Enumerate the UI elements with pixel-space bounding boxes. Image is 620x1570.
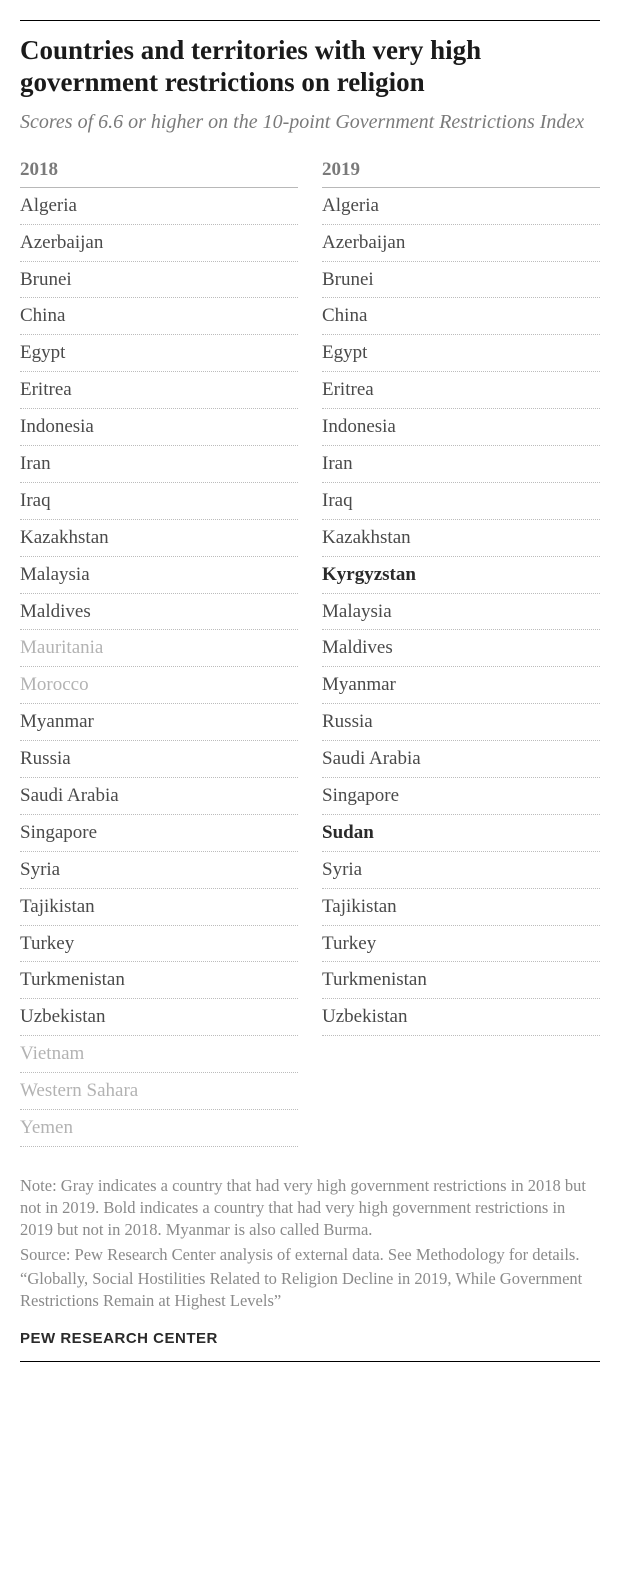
list-item: Morocco — [20, 667, 298, 704]
list-item: Myanmar — [20, 704, 298, 741]
list-item: Eritrea — [322, 372, 600, 409]
list-item: Tajikistan — [322, 889, 600, 926]
note-line: “Globally, Social Hostilities Related to… — [20, 1268, 600, 1313]
list-item: Mauritania — [20, 630, 298, 667]
list-item: Iraq — [322, 483, 600, 520]
list-item: Western Sahara — [20, 1073, 298, 1110]
list-item: Syria — [20, 852, 298, 889]
column-2018: 2018 AlgeriaAzerbaijanBruneiChinaEgyptEr… — [20, 159, 298, 1147]
list-item: Eritrea — [20, 372, 298, 409]
list-item: Egypt — [20, 335, 298, 372]
list-item: Vietnam — [20, 1036, 298, 1073]
note-line: Source: Pew Research Center analysis of … — [20, 1244, 600, 1266]
list-item: China — [322, 298, 600, 335]
list-item: China — [20, 298, 298, 335]
notes-block: Note: Gray indicates a country that had … — [20, 1175, 600, 1313]
list-item: Indonesia — [322, 409, 600, 446]
org-credit: PEW RESEARCH CENTER — [20, 1330, 600, 1347]
list-item: Singapore — [20, 815, 298, 852]
list-item: Kyrgyzstan — [322, 557, 600, 594]
note-line: Note: Gray indicates a country that had … — [20, 1175, 600, 1242]
list-item: Algeria — [20, 188, 298, 225]
list-item: Turkey — [20, 926, 298, 963]
list-item: Russia — [322, 704, 600, 741]
list-item: Turkey — [322, 926, 600, 963]
list-item: Kazakhstan — [20, 520, 298, 557]
list-item: Brunei — [20, 262, 298, 299]
list-item: Malaysia — [20, 557, 298, 594]
list-item: Iran — [20, 446, 298, 483]
page-title: Countries and territories with very high… — [20, 35, 600, 99]
columns-container: 2018 AlgeriaAzerbaijanBruneiChinaEgyptEr… — [20, 159, 600, 1147]
list-item: Turkmenistan — [322, 962, 600, 999]
list-item: Maldives — [322, 630, 600, 667]
list-item: Brunei — [322, 262, 600, 299]
list-item: Malaysia — [322, 594, 600, 631]
list-item: Yemen — [20, 1110, 298, 1147]
list-item: Sudan — [322, 815, 600, 852]
list-item: Iran — [322, 446, 600, 483]
list-item: Saudi Arabia — [322, 741, 600, 778]
list-item: Azerbaijan — [322, 225, 600, 262]
list-item: Turkmenistan — [20, 962, 298, 999]
column-header: 2019 — [322, 159, 600, 188]
column-body: AlgeriaAzerbaijanBruneiChinaEgyptEritrea… — [322, 188, 600, 1036]
top-rule — [20, 20, 600, 21]
list-item: Syria — [322, 852, 600, 889]
list-item: Myanmar — [322, 667, 600, 704]
column-header: 2018 — [20, 159, 298, 188]
list-item: Iraq — [20, 483, 298, 520]
bottom-rule — [20, 1361, 600, 1362]
list-item: Saudi Arabia — [20, 778, 298, 815]
list-item: Algeria — [322, 188, 600, 225]
list-item: Indonesia — [20, 409, 298, 446]
list-item: Azerbaijan — [20, 225, 298, 262]
list-item: Uzbekistan — [20, 999, 298, 1036]
list-item: Maldives — [20, 594, 298, 631]
list-item: Kazakhstan — [322, 520, 600, 557]
list-item: Tajikistan — [20, 889, 298, 926]
column-2019: 2019 AlgeriaAzerbaijanBruneiChinaEgyptEr… — [322, 159, 600, 1147]
list-item: Egypt — [322, 335, 600, 372]
list-item: Russia — [20, 741, 298, 778]
list-item: Uzbekistan — [322, 999, 600, 1036]
column-body: AlgeriaAzerbaijanBruneiChinaEgyptEritrea… — [20, 188, 298, 1147]
page-subtitle: Scores of 6.6 or higher on the 10-point … — [20, 109, 600, 135]
list-item: Singapore — [322, 778, 600, 815]
